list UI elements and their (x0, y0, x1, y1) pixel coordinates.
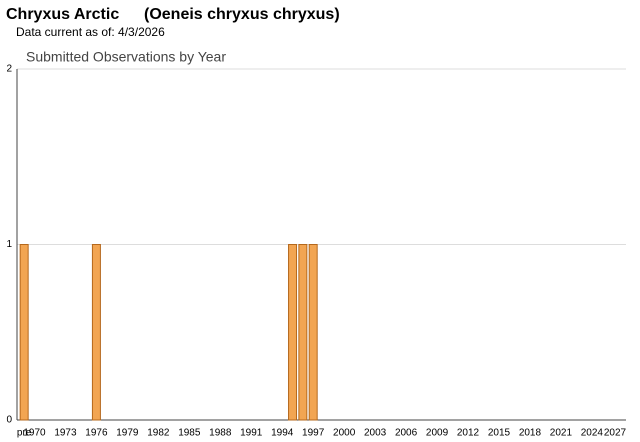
chart-title: Submitted Observations by Year (26, 49, 226, 65)
page-title: Chryxus Arctic (6, 6, 119, 23)
x-tick-label: 1970 (23, 428, 46, 439)
x-tick-label: 1979 (116, 428, 139, 439)
bar (19, 244, 29, 421)
x-tick-label: 1985 (178, 428, 201, 439)
scientific-name: (Oeneis chryxus chryxus) (144, 6, 340, 23)
x-tick-label: 2024 (581, 428, 604, 439)
x-tick-label: 1982 (147, 428, 170, 439)
x-tick-label: 1994 (271, 428, 294, 439)
bar (288, 244, 298, 421)
subtitle: Data current as of: 4/3/2026 (16, 25, 165, 39)
x-tick-label: 2027 (604, 428, 627, 439)
x-tick-label: 2000 (333, 428, 356, 439)
bar (308, 244, 318, 421)
x-tick-label: 2021 (550, 428, 573, 439)
x-tick-label: 2009 (426, 428, 449, 439)
bar (91, 244, 101, 421)
x-tick-label: 2015 (488, 428, 511, 439)
y-tick-label: 1 (6, 239, 12, 250)
x-tick-label: 1976 (85, 428, 108, 439)
x-tick-label: 1997 (302, 428, 325, 439)
x-tick-label: 1988 (209, 428, 232, 439)
bar (298, 244, 308, 421)
x-tick-label: 1991 (240, 428, 263, 439)
y-tick-label: 0 (6, 415, 12, 426)
y-tick-label: 2 (6, 64, 12, 75)
x-tick-label: 2012 (457, 428, 480, 439)
x-tick-label: 1973 (54, 428, 77, 439)
x-tick-label: 2018 (519, 428, 542, 439)
x-tick-label: 2006 (395, 428, 418, 439)
x-tick-label: 2003 (364, 428, 387, 439)
x-tick-label: pre (17, 428, 32, 439)
